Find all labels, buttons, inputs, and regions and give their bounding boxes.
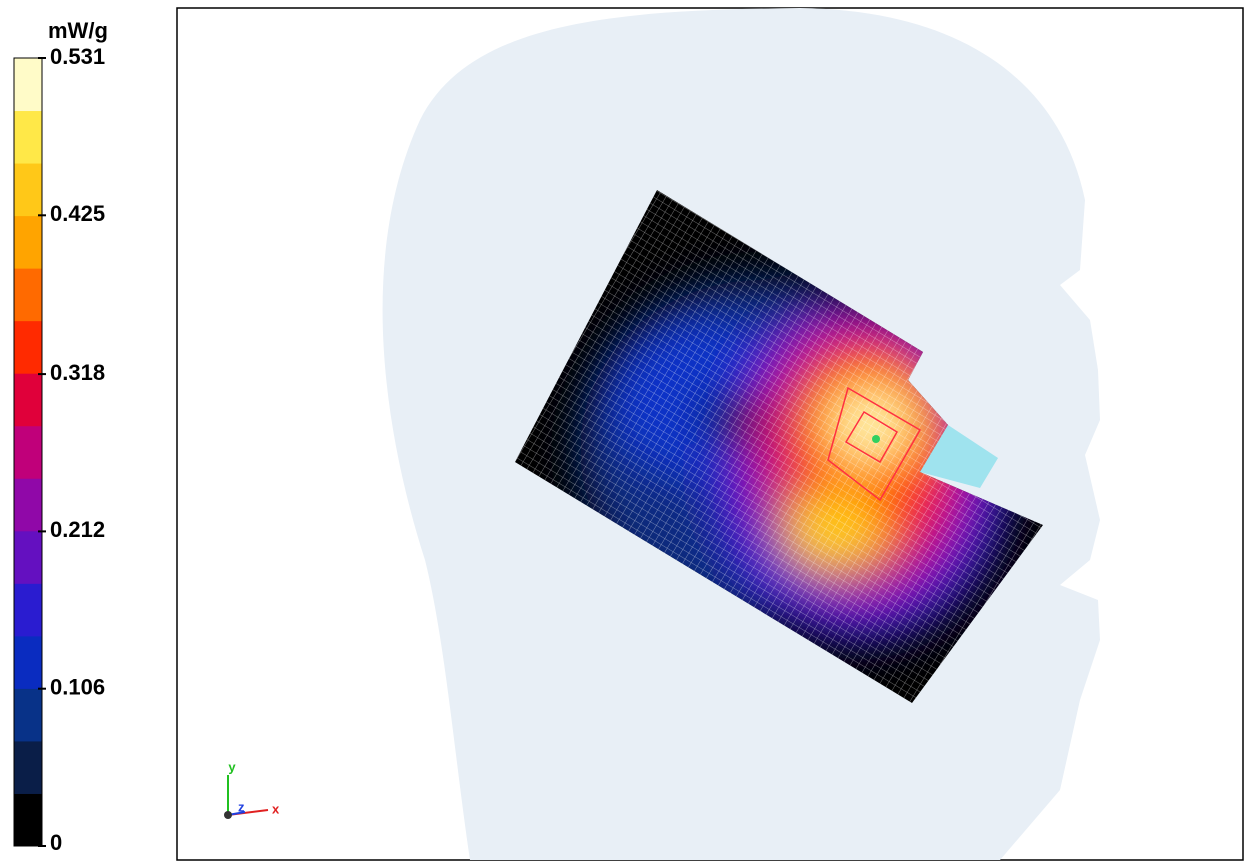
axis-label: y <box>228 759 236 774</box>
color-band <box>14 478 42 532</box>
color-band <box>14 110 42 164</box>
color-band <box>14 373 42 427</box>
colorbar-tick-label: 0.318 <box>50 360 105 385</box>
axis-label: z <box>238 799 245 814</box>
color-band <box>14 530 42 584</box>
colorbar-tick-label: 0 <box>50 830 62 855</box>
color-band <box>14 688 42 742</box>
colorbar-tick-label: 0.106 <box>50 675 105 700</box>
color-band <box>14 740 42 794</box>
color-band <box>14 583 42 637</box>
color-band <box>14 635 42 689</box>
colorbar-tick-label: 0.531 <box>50 44 105 69</box>
color-band <box>14 320 42 374</box>
colorbar-tick-label: 0.212 <box>50 517 105 542</box>
color-band <box>14 58 42 112</box>
colorbar-tick-label: 0.425 <box>50 201 105 226</box>
peak-cube <box>844 410 899 464</box>
peak-point <box>872 435 880 443</box>
color-band <box>14 215 42 269</box>
color-band <box>14 268 42 322</box>
probe <box>920 425 998 488</box>
colorbar-frame <box>13 57 43 847</box>
axis-label: x <box>272 801 280 816</box>
axis-triad <box>224 775 269 819</box>
colorbar-unit: mW/g <box>48 18 108 43</box>
color-band <box>14 425 42 479</box>
color-band <box>14 163 42 217</box>
zoom-cube <box>827 386 922 502</box>
color-band <box>14 793 42 847</box>
